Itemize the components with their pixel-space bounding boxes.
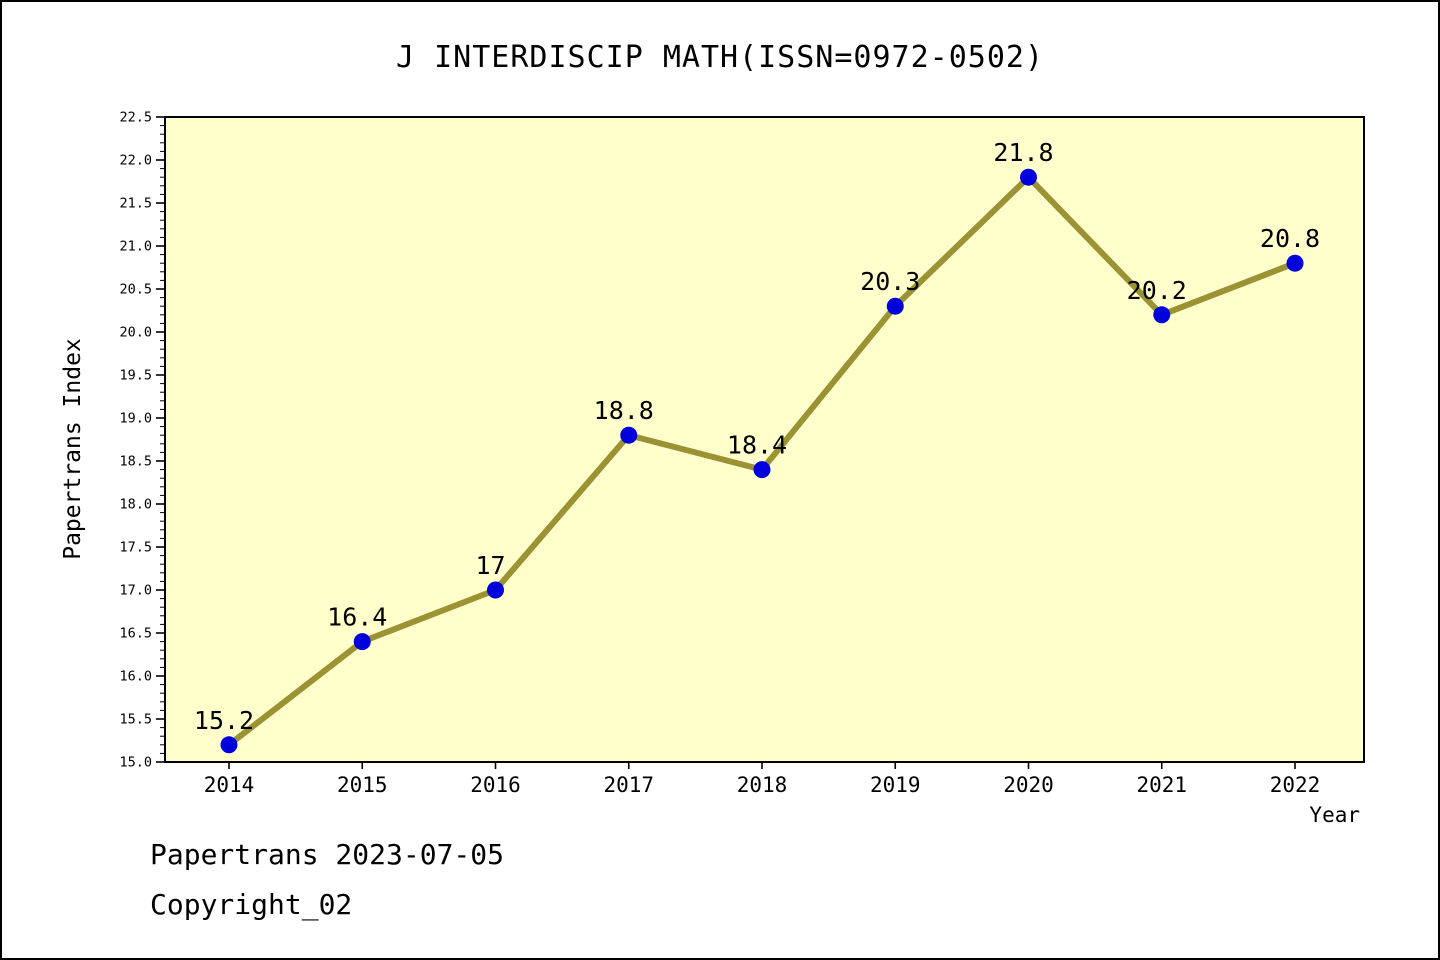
y-axis-tick-label: 17.0 [119, 583, 152, 599]
y-axis-tick-label: 21.5 [119, 196, 152, 212]
y-axis-tick-label: 21.0 [119, 239, 152, 255]
y-axis-tick-label: 16.0 [119, 669, 152, 685]
y-axis-tick-label: 15.0 [119, 755, 152, 771]
y-axis-tick-label: 22.0 [119, 153, 152, 169]
data-point-label: 18.4 [727, 431, 787, 460]
footer-date-label: Papertrans 2023-07-05 [150, 838, 505, 871]
data-point-label: 20.8 [1260, 224, 1320, 253]
x-axis-tick-label: 2017 [603, 773, 654, 797]
x-axis-tick-label: 2014 [204, 773, 255, 797]
data-point-marker [1286, 254, 1304, 272]
y-axis-tick-label: 20.0 [119, 325, 152, 341]
data-point-marker [487, 581, 504, 599]
y-axis-tick-label: 18.0 [119, 497, 152, 513]
plot-background [164, 116, 1365, 763]
data-point-label: 20.3 [860, 267, 920, 296]
data-point-marker [353, 633, 371, 651]
x-axis-tick-label: 2015 [337, 773, 388, 797]
x-axis-tick-label: 2020 [1003, 773, 1054, 797]
x-axis-title: Year [1309, 803, 1360, 827]
data-point-label: 15.2 [194, 706, 254, 735]
data-point-marker [753, 461, 771, 479]
x-axis-tick-label: 2021 [1136, 773, 1187, 797]
y-axis-tick-label: 15.5 [119, 712, 152, 728]
x-axis-tick-label: 2019 [870, 773, 921, 797]
footer-copyright-label: Copyright_02 [150, 888, 353, 921]
y-axis-tick-label: 17.5 [119, 540, 152, 556]
data-point-marker [220, 736, 238, 754]
data-point-marker [886, 297, 904, 315]
x-axis-tick-label: 2018 [737, 773, 788, 797]
chart-title: J INTERDISCIP MATH(ISSN=0972-0502) [395, 40, 1045, 75]
data-point-label: 18.8 [594, 396, 654, 425]
y-axis-tick-label: 19.5 [119, 368, 152, 384]
y-axis-tick-label: 18.5 [119, 454, 152, 470]
data-point-marker [620, 426, 638, 444]
x-axis-tick-label: 2016 [470, 773, 521, 797]
y-axis-title: Papertrans Index [60, 338, 86, 560]
data-point-label: 17 [475, 551, 505, 580]
data-point-marker [1153, 306, 1171, 324]
x-axis-tick-label: 2022 [1270, 773, 1321, 797]
y-axis-tick-label: 19.0 [119, 411, 152, 427]
plot-layer: 15.0 15.5 16.0 16.5 17.0 17.5 18.0 18.5 19.0 19.5… [119, 110, 1365, 797]
data-point-label: 16.4 [327, 603, 387, 632]
y-axis-tick-label: 20.5 [119, 282, 152, 298]
data-point-marker [1020, 168, 1037, 186]
y-axis-tick-label: 22.5 [119, 110, 152, 126]
data-point-label: 21.8 [993, 138, 1053, 167]
data-point-label: 20.2 [1127, 276, 1187, 305]
y-axis-tick-label: 16.5 [119, 626, 152, 642]
